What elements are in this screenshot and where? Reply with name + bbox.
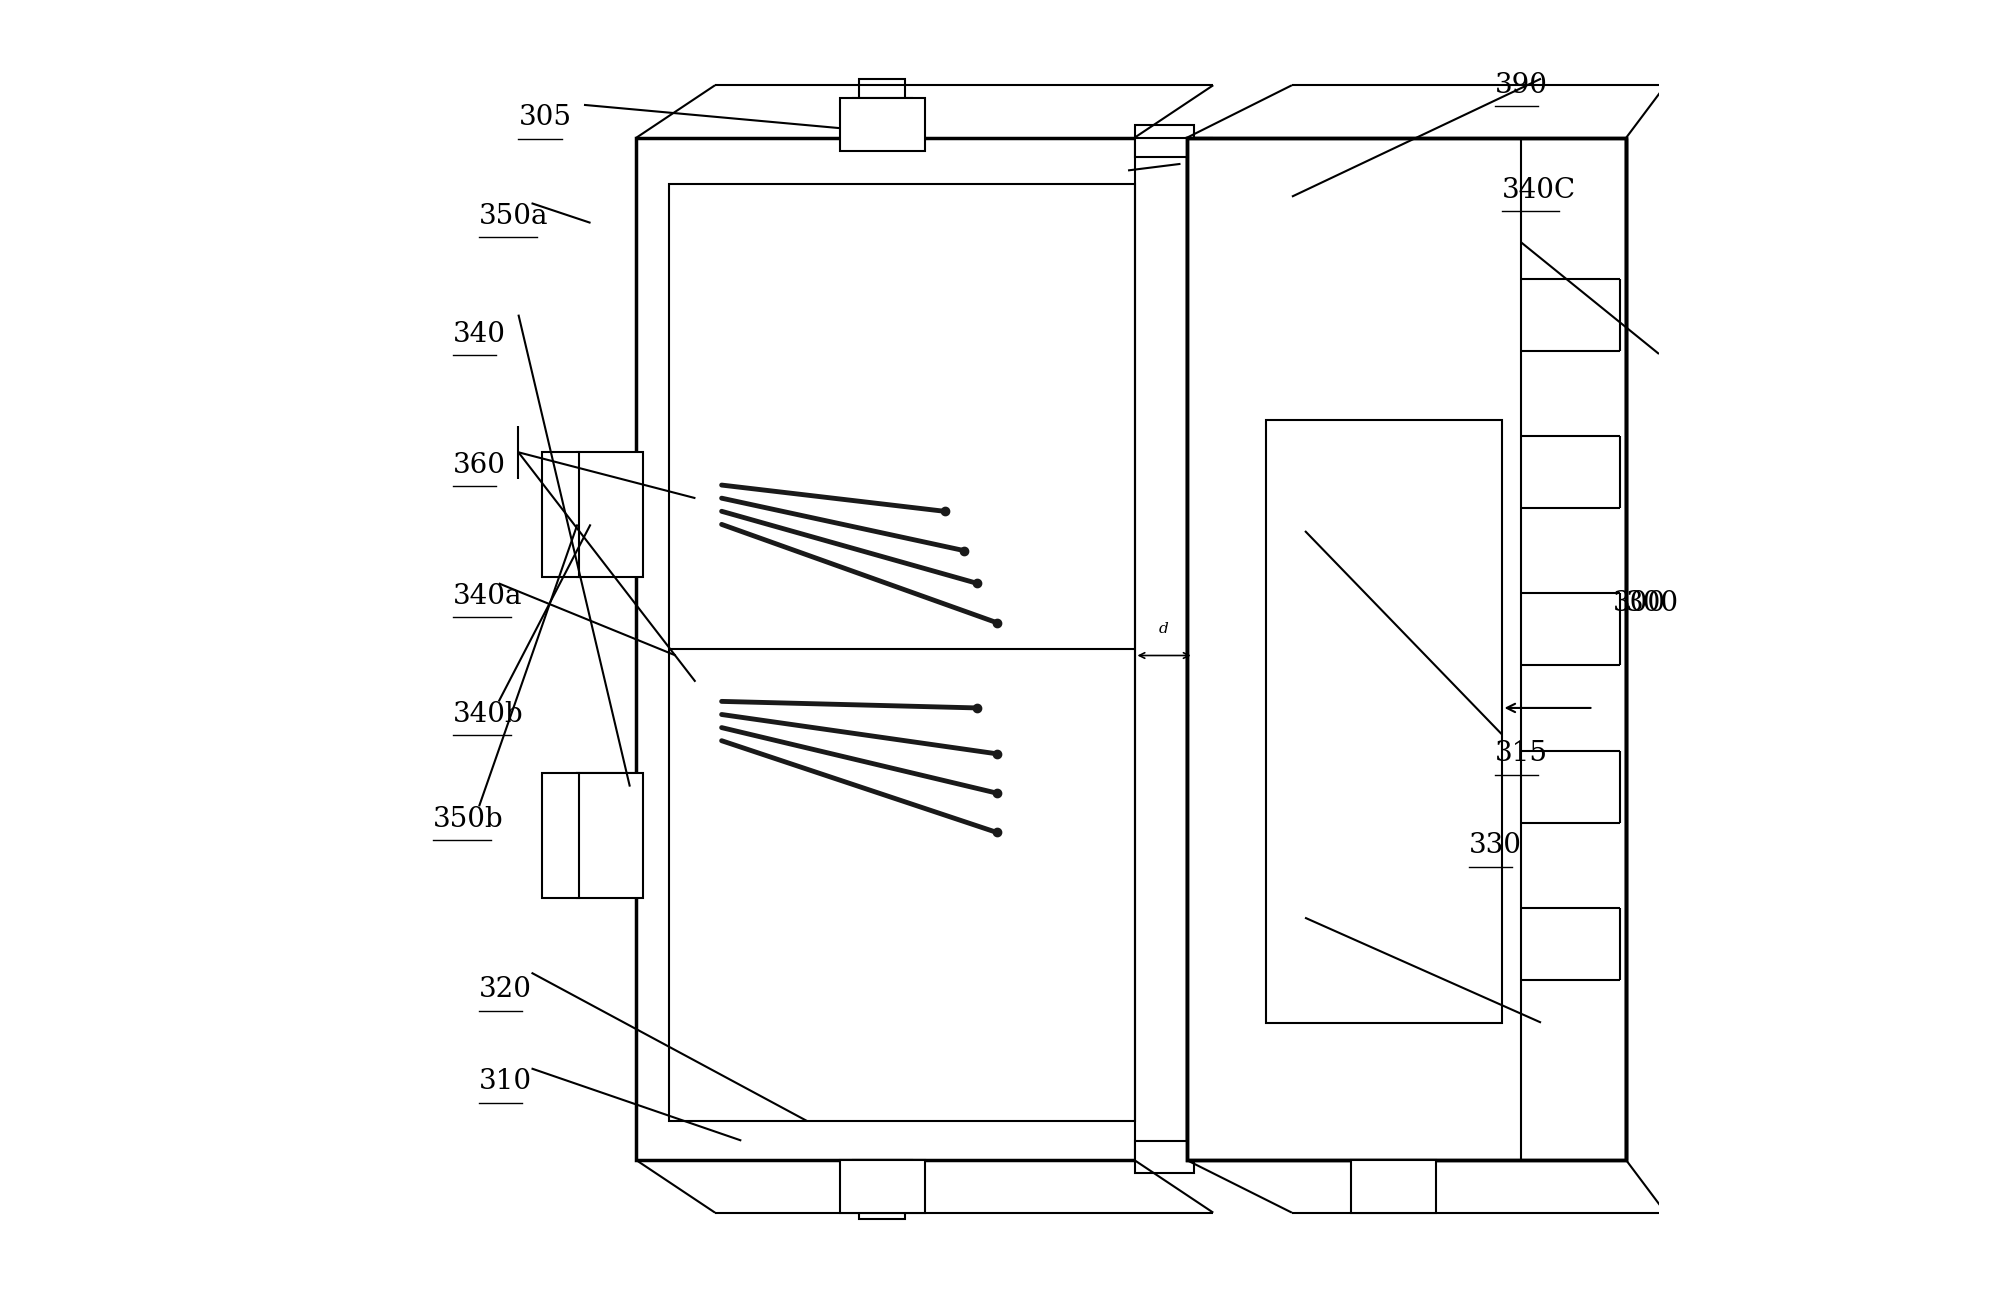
Text: 300: 300 <box>1626 590 1680 616</box>
Bar <box>578 773 636 826</box>
Text: 310: 310 <box>480 1068 532 1095</box>
Bar <box>668 184 1134 1121</box>
Text: 300: 300 <box>1614 590 1666 616</box>
Text: 390: 390 <box>1495 72 1547 98</box>
Text: 340: 340 <box>454 321 506 347</box>
Text: 360: 360 <box>454 452 506 479</box>
Bar <box>578 773 642 898</box>
Text: 305: 305 <box>518 105 572 131</box>
Bar <box>1134 125 1194 157</box>
Text: 340C: 340C <box>1501 177 1575 203</box>
Bar <box>853 98 911 138</box>
Bar <box>839 98 925 151</box>
Bar <box>542 773 578 898</box>
Text: 315: 315 <box>1495 741 1547 767</box>
Text: 340b: 340b <box>454 701 524 728</box>
Text: 350a: 350a <box>480 203 548 229</box>
Bar <box>853 1160 911 1200</box>
Bar <box>636 138 1186 1160</box>
Text: 340a: 340a <box>454 583 522 610</box>
Bar <box>1186 138 1626 1160</box>
Text: d: d <box>1158 621 1168 636</box>
Bar <box>578 452 642 577</box>
Bar <box>1186 138 1626 1160</box>
Text: 350b: 350b <box>434 806 504 832</box>
Bar <box>859 79 905 98</box>
Text: 330: 330 <box>1469 832 1521 859</box>
Bar <box>1351 1160 1437 1213</box>
Bar <box>542 452 578 577</box>
Bar <box>1134 1141 1194 1173</box>
Bar <box>1266 420 1501 1023</box>
Bar <box>859 1200 905 1219</box>
Bar <box>839 1160 925 1213</box>
Text: 320: 320 <box>480 977 532 1003</box>
